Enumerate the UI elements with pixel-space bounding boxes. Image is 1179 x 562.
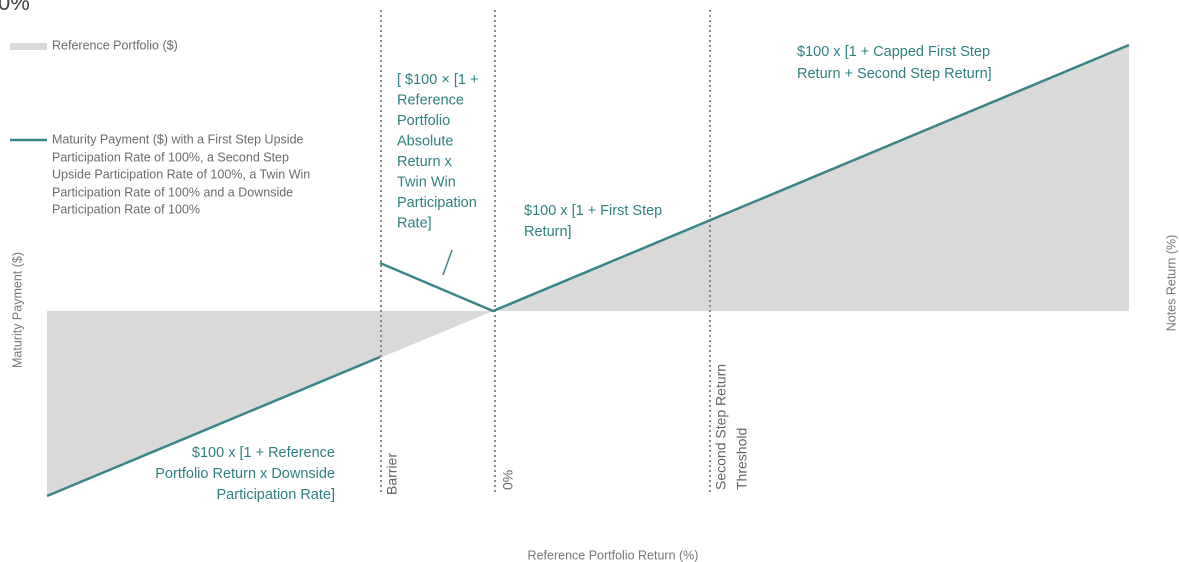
annotation: Return] <box>524 224 572 240</box>
legend-text: Participation Rate of 100% <box>52 202 200 216</box>
marker-label: 0% <box>500 470 516 490</box>
payoff-line <box>46 355 381 498</box>
annotation: Absolute <box>397 133 453 149</box>
y2-axis-label: Notes Return (%) <box>1164 235 1178 332</box>
annotation: Participation <box>397 195 477 211</box>
legend-text: Participation Rate of 100% and a Downsid… <box>52 185 293 199</box>
annotation: [ $100 × [1 + <box>397 72 478 88</box>
legend-text: Reference Portfolio ($) <box>52 38 178 52</box>
marker-label: Barrier <box>384 453 400 495</box>
annotation: Return + Second Step Return] <box>797 66 992 82</box>
marker-label: Second Step Return <box>713 364 729 490</box>
legend-text: Upside Participation Rate of 100%, a Twi… <box>52 167 310 181</box>
y-axis-label: Maturity Payment ($) <box>10 252 24 368</box>
corner-label: 0% <box>0 0 30 15</box>
annotation-pointer <box>442 249 453 276</box>
legend-text: Participation Rate of 100%, a Second Ste… <box>52 150 289 164</box>
x-axis-label: Reference Portfolio Return (%) <box>528 548 699 562</box>
annotation: $100 x [1 + First Step <box>524 203 662 219</box>
annotation: Participation Rate] <box>217 487 335 503</box>
annotation: Reference <box>397 92 464 108</box>
annotation: Return x <box>397 154 453 170</box>
legend-swatch <box>10 43 47 50</box>
payoff-line <box>379 43 1130 313</box>
annotation: Rate] <box>397 215 432 231</box>
annotation: Portfolio Return x Downside <box>155 466 335 482</box>
annotation: $100 x [1 + Capped First Step <box>797 44 990 60</box>
legend-text: Maturity Payment ($) with a First Step U… <box>52 132 304 146</box>
annotation: Portfolio <box>397 113 450 129</box>
annotation: Twin Win <box>397 174 456 190</box>
marker-label: Threshold <box>734 428 750 490</box>
annotation: $100 x [1 + Reference <box>192 445 335 461</box>
